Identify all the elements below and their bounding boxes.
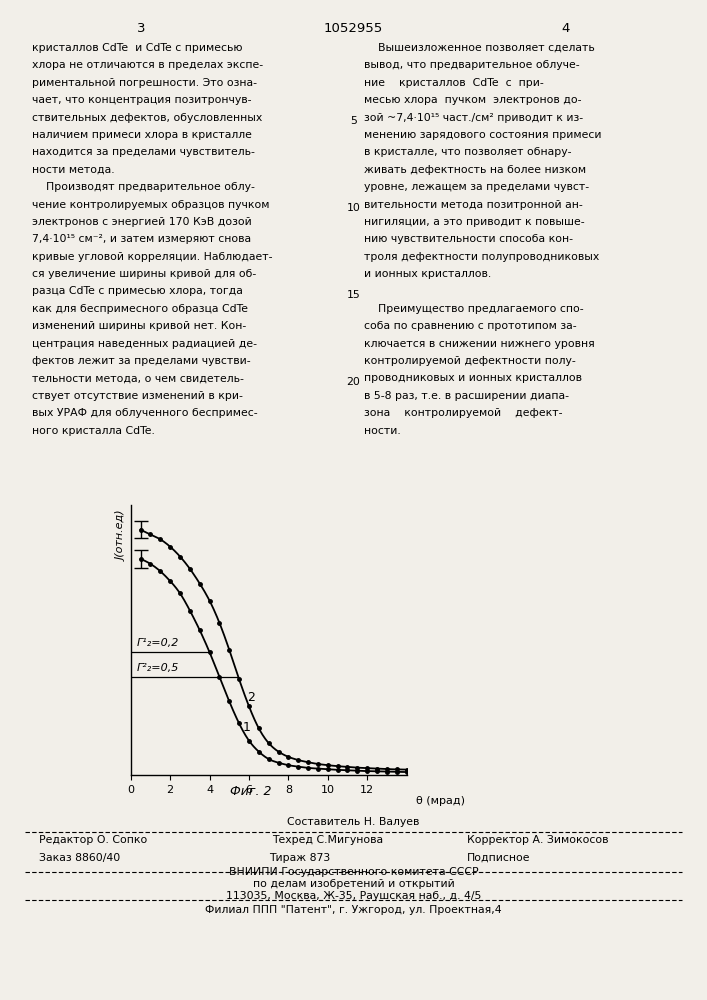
Text: чает, что концентрация позитрончув-: чает, что концентрация позитрончув- xyxy=(32,95,251,105)
Text: соба по сравнению с прототипом за-: соба по сравнению с прототипом за- xyxy=(364,321,577,331)
Text: ности.: ности. xyxy=(364,426,401,436)
Text: менению зарядового состояния примеси: менению зарядового состояния примеси xyxy=(364,130,602,140)
Text: 4: 4 xyxy=(561,22,570,35)
Text: 3: 3 xyxy=(137,22,146,35)
Text: 1052955: 1052955 xyxy=(324,22,383,35)
Text: ние    кристаллов  CdTe  с  при-: ние кристаллов CdTe с при- xyxy=(364,78,544,88)
Text: контролируемой дефектности полу-: контролируемой дефектности полу- xyxy=(364,356,576,366)
Text: Производят предварительное облу-: Производят предварительное облу- xyxy=(32,182,255,192)
Text: вительности метода позитронной ан-: вительности метода позитронной ан- xyxy=(364,200,583,210)
Text: электронов с энергией 170 КэВ дозой: электронов с энергией 170 КэВ дозой xyxy=(32,217,252,227)
Text: 113035, Москва, Ж-35, Раушская наб., д. 4/5: 113035, Москва, Ж-35, Раушская наб., д. … xyxy=(226,891,481,901)
Text: нию чувствительности способа кон-: нию чувствительности способа кон- xyxy=(364,234,573,244)
Text: Техред С.Мигунова: Техред С.Мигунова xyxy=(272,835,383,845)
Text: ствует отсутствие изменений в кри-: ствует отсутствие изменений в кри- xyxy=(32,391,243,401)
Text: кривые угловой корреляции. Наблюдает-: кривые угловой корреляции. Наблюдает- xyxy=(32,252,272,262)
Text: чение контролируемых образцов пучком: чение контролируемых образцов пучком xyxy=(32,200,269,210)
Text: 2: 2 xyxy=(247,691,255,704)
Text: в 5-8 раз, т.е. в расширении диапа-: в 5-8 раз, т.е. в расширении диапа- xyxy=(364,391,569,401)
Text: центрация наведенных радиацией де-: центрация наведенных радиацией де- xyxy=(32,339,257,349)
Text: месью хлора  пучком  электронов до-: месью хлора пучком электронов до- xyxy=(364,95,582,105)
Text: уровне, лежащем за пределами чувст-: уровне, лежащем за пределами чувст- xyxy=(364,182,589,192)
Text: изменений ширины кривой нет. Кон-: изменений ширины кривой нет. Кон- xyxy=(32,321,246,331)
Text: Подписное: Подписное xyxy=(467,853,530,863)
Text: ВНИИПИ Государственного комитета СССР: ВНИИПИ Государственного комитета СССР xyxy=(228,867,479,877)
Text: разца CdTe с примесью хлора, тогда: разца CdTe с примесью хлора, тогда xyxy=(32,286,243,296)
Text: J(отн.ед): J(отн.ед) xyxy=(117,510,127,561)
Text: 20: 20 xyxy=(346,377,361,387)
Text: Вышеизложенное позволяет сделать: Вышеизложенное позволяет сделать xyxy=(364,43,595,53)
Text: находится за пределами чувствитель-: находится за пределами чувствитель- xyxy=(32,147,255,157)
Text: нигиляции, а это приводит к повыше-: нигиляции, а это приводит к повыше- xyxy=(364,217,585,227)
Text: 10: 10 xyxy=(346,203,361,213)
Text: ного кристалла CdTe.: ного кристалла CdTe. xyxy=(32,426,155,436)
Text: кристаллов CdTe  и CdTe с примесью: кристаллов CdTe и CdTe с примесью xyxy=(32,43,243,53)
Text: зой ~7,4·10¹⁵ част./см² приводит к из-: зой ~7,4·10¹⁵ част./см² приводит к из- xyxy=(364,113,583,123)
Text: θ (мрад): θ (мрад) xyxy=(416,796,465,806)
Text: наличием примеси хлора в кристалле: наличием примеси хлора в кристалле xyxy=(32,130,252,140)
Text: Редактор О. Сопко: Редактор О. Сопко xyxy=(39,835,147,845)
Text: Составитель Н. Валуев: Составитель Н. Валуев xyxy=(287,817,420,827)
Text: Филиал ППП "Патент", г. Ужгород, ул. Проектная,4: Филиал ППП "Патент", г. Ужгород, ул. Про… xyxy=(205,905,502,915)
Text: как для беспримесного образца CdTe: как для беспримесного образца CdTe xyxy=(32,304,248,314)
Text: Γ²₂=0,5: Γ²₂=0,5 xyxy=(136,663,179,673)
Text: ся увеличение ширины кривой для об-: ся увеличение ширины кривой для об- xyxy=(32,269,256,279)
Text: и ионных кристаллов.: и ионных кристаллов. xyxy=(364,269,491,279)
Text: Корректор А. Зимокосов: Корректор А. Зимокосов xyxy=(467,835,608,845)
Text: троля дефектности полупроводниковых: троля дефектности полупроводниковых xyxy=(364,252,600,262)
Text: ности метода.: ности метода. xyxy=(32,165,115,175)
Text: 5: 5 xyxy=(350,116,357,126)
Text: в кристалле, что позволяет обнару-: в кристалле, что позволяет обнару- xyxy=(364,147,571,157)
Text: Тираж 873: Тираж 873 xyxy=(269,853,330,863)
Text: вых УРАФ для облученного беспримес-: вых УРАФ для облученного беспримес- xyxy=(32,408,257,418)
Text: зона    контролируемой    дефект-: зона контролируемой дефект- xyxy=(364,408,563,418)
Text: хлора не отличаются в пределах экспе-: хлора не отличаются в пределах экспе- xyxy=(32,60,263,70)
Text: ключается в снижении нижнего уровня: ключается в снижении нижнего уровня xyxy=(364,339,595,349)
Text: 15: 15 xyxy=(346,290,361,300)
Text: фектов лежит за пределами чувстви-: фектов лежит за пределами чувстви- xyxy=(32,356,250,366)
Text: 7,4·10¹⁵ см⁻², и затем измеряют снова: 7,4·10¹⁵ см⁻², и затем измеряют снова xyxy=(32,234,251,244)
Text: Γ¹₂=0,2: Γ¹₂=0,2 xyxy=(136,638,179,648)
Text: живать дефектность на более низком: живать дефектность на более низком xyxy=(364,165,586,175)
Text: 1: 1 xyxy=(243,721,251,734)
Text: проводниковых и ионных кристаллов: проводниковых и ионных кристаллов xyxy=(364,373,582,383)
Text: тельности метода, о чем свидетель-: тельности метода, о чем свидетель- xyxy=(32,373,244,383)
Text: Заказ 8860/40: Заказ 8860/40 xyxy=(39,853,120,863)
Text: риментальной погрешности. Это озна-: риментальной погрешности. Это озна- xyxy=(32,78,257,88)
Text: по делам изобретений и открытий: по делам изобретений и открытий xyxy=(252,879,455,889)
Text: Преимущество предлагаемого спо-: Преимущество предлагаемого спо- xyxy=(364,304,584,314)
Text: ствительных дефектов, обусловленных: ствительных дефектов, обусловленных xyxy=(32,113,262,123)
Text: вывод, что предварительное облуче-: вывод, что предварительное облуче- xyxy=(364,60,580,70)
Text: Фиг. 2: Фиг. 2 xyxy=(230,785,271,798)
